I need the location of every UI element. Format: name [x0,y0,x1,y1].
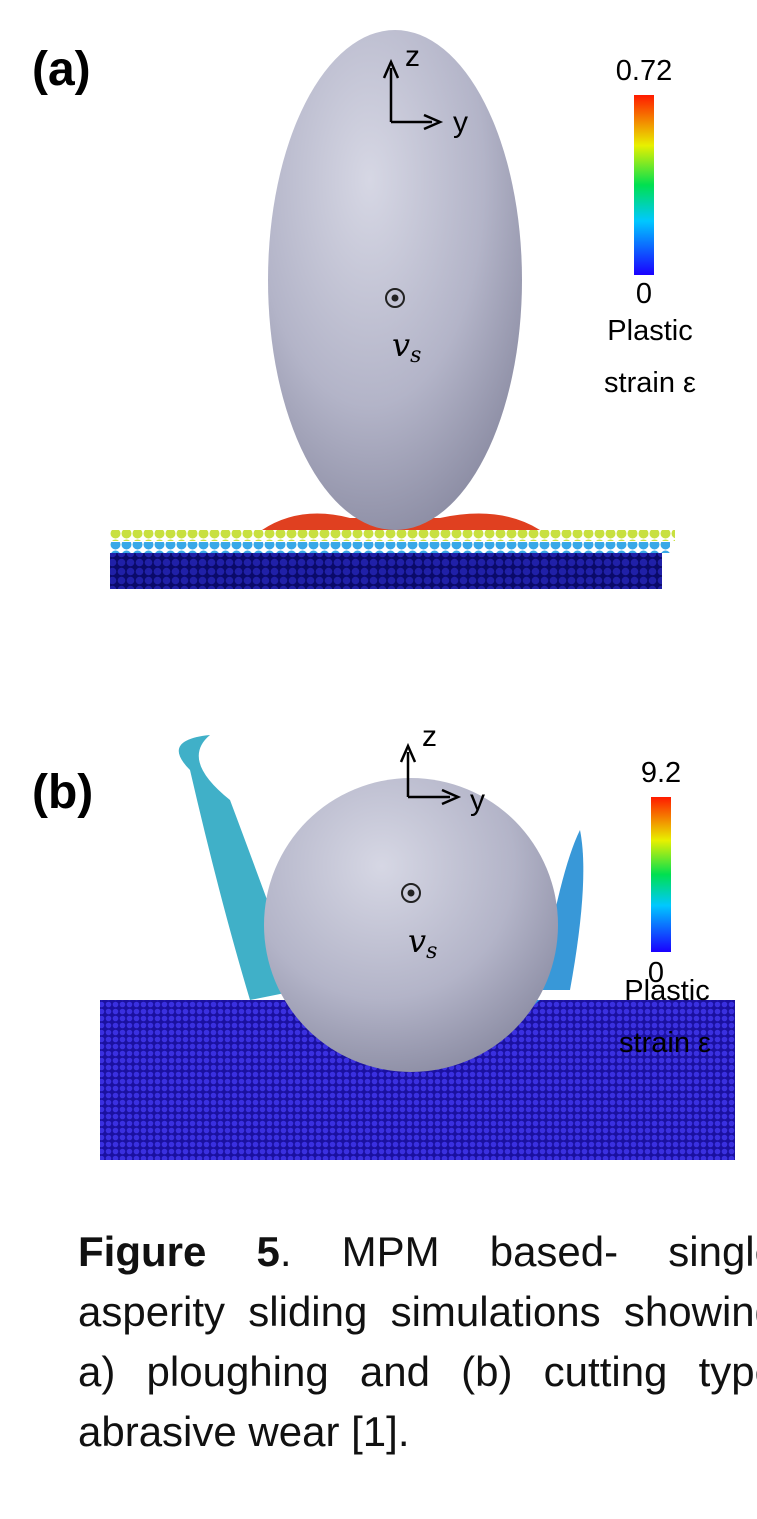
subscript: s [426,939,437,964]
symbol: v [408,922,426,960]
caption-label: Figure 5 [78,1228,280,1275]
subscript: s [410,343,421,368]
figure: (a) z y vs 0.72 0 Plastic strain ε (b) z… [0,0,757,1200]
symbol: v [392,326,410,364]
ellipsoid-asperity [268,30,522,530]
axis-label: z [405,40,420,73]
colorbar-max: 0.72 [616,55,672,87]
colorbar-min: 0 [636,278,652,310]
colorbar-title: strain ε [604,367,696,399]
colorbar [651,797,671,952]
caption-text: Figure 5. MPM based- single asperity sli… [78,1222,757,1462]
substrate-layer [110,530,675,541]
page: (a) z y vs 0.72 0 Plastic strain ε (b) z… [0,0,757,1519]
colorbar-title: strain ε [619,1027,711,1059]
colorbar-max: 9.2 [641,757,681,789]
axis-label: y [470,784,485,817]
colorbar-title: Plastic [624,975,709,1007]
panel-label: (a) [32,43,91,96]
axis-label: z [422,720,437,753]
out-of-plane-symbol [392,295,399,302]
out-of-plane-symbol [408,890,415,897]
substrate [110,553,662,589]
axis-label: y [453,106,468,139]
substrate-layer [110,542,670,553]
colorbar [634,95,654,275]
colorbar-title: Plastic [607,315,692,347]
caption: Figure 5. MPM based- single asperity sli… [78,1222,757,1512]
panel-label: (b) [32,766,93,819]
